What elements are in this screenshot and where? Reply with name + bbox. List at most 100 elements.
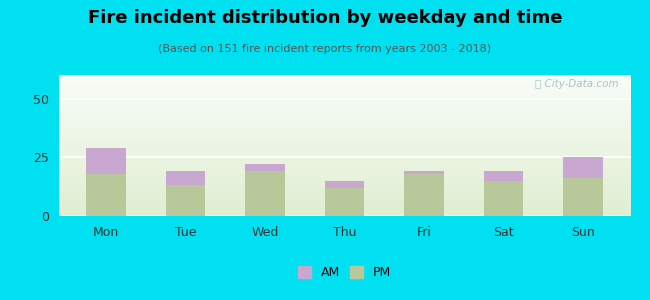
Bar	[58, 83, 630, 85]
Bar	[58, 189, 630, 190]
Bar	[58, 119, 630, 120]
Bar	[58, 178, 630, 179]
Bar	[58, 199, 630, 200]
Bar	[58, 157, 630, 158]
Bar	[58, 81, 630, 82]
Bar	[58, 209, 630, 210]
Bar	[58, 214, 630, 216]
Bar	[58, 85, 630, 86]
Bar	[58, 122, 630, 123]
Bar	[58, 190, 630, 192]
Bar	[58, 99, 630, 100]
Bar	[58, 205, 630, 206]
Bar	[58, 152, 630, 154]
Bar	[58, 182, 630, 184]
Bar	[58, 192, 630, 194]
Bar	[86, 148, 126, 174]
Bar	[58, 151, 630, 152]
Bar	[58, 117, 630, 119]
Bar	[58, 165, 630, 166]
Bar	[166, 171, 205, 185]
Bar	[166, 185, 205, 216]
Bar	[58, 200, 630, 202]
Bar	[58, 123, 630, 124]
Bar	[58, 93, 630, 95]
Bar	[58, 154, 630, 155]
Bar	[58, 98, 630, 99]
Bar	[58, 169, 630, 171]
Bar	[58, 196, 630, 198]
Bar	[58, 95, 630, 96]
Bar	[58, 176, 630, 178]
Bar	[58, 171, 630, 172]
Bar	[58, 158, 630, 160]
Legend: AM, PM: AM, PM	[294, 262, 395, 283]
Bar	[58, 133, 630, 134]
Bar	[58, 198, 630, 199]
Bar	[58, 115, 630, 116]
Bar	[245, 171, 285, 216]
Bar	[58, 100, 630, 102]
Bar	[58, 164, 630, 165]
Bar	[58, 202, 630, 203]
Bar	[58, 129, 630, 130]
Bar	[324, 188, 365, 216]
Bar	[58, 208, 630, 209]
Bar	[86, 174, 126, 216]
Bar	[58, 184, 630, 185]
Bar	[58, 212, 630, 213]
Bar	[58, 161, 630, 162]
Bar	[58, 78, 630, 79]
Bar	[58, 105, 630, 106]
Bar	[58, 162, 630, 164]
Bar	[58, 102, 630, 103]
Bar	[58, 167, 630, 168]
Bar	[58, 116, 630, 117]
Bar	[324, 181, 365, 188]
Bar	[58, 134, 630, 136]
Bar	[58, 138, 630, 140]
Bar	[58, 130, 630, 131]
Bar	[58, 91, 630, 92]
Bar	[58, 88, 630, 89]
Bar	[58, 112, 630, 113]
Bar	[58, 96, 630, 98]
Bar	[58, 185, 630, 186]
Bar	[58, 188, 630, 189]
Bar	[58, 141, 630, 143]
Bar	[58, 160, 630, 161]
Bar	[404, 171, 444, 174]
Bar	[58, 92, 630, 93]
Bar	[58, 127, 630, 129]
Bar	[484, 171, 523, 181]
Bar	[58, 150, 630, 151]
Bar	[58, 89, 630, 91]
Bar	[58, 206, 630, 208]
Bar	[58, 86, 630, 88]
Bar	[58, 195, 630, 196]
Bar	[58, 120, 630, 122]
Bar	[58, 143, 630, 144]
Bar	[58, 131, 630, 133]
Bar	[58, 148, 630, 150]
Bar	[58, 213, 630, 214]
Bar	[58, 174, 630, 175]
Bar	[58, 75, 630, 76]
Bar	[58, 147, 630, 148]
Bar	[404, 174, 444, 216]
Bar	[58, 136, 630, 137]
Bar	[58, 106, 630, 107]
Bar	[58, 79, 630, 81]
Bar	[58, 126, 630, 127]
Bar	[58, 103, 630, 105]
Bar	[58, 82, 630, 83]
Text: ⓘ City-Data.com: ⓘ City-Data.com	[536, 79, 619, 89]
Text: (Based on 151 fire incident reports from years 2003 - 2018): (Based on 151 fire incident reports from…	[159, 44, 491, 53]
Bar	[58, 210, 630, 212]
Bar	[58, 203, 630, 205]
Bar	[58, 137, 630, 138]
Bar	[58, 175, 630, 176]
Bar	[58, 179, 630, 181]
Bar	[58, 76, 630, 78]
Bar	[58, 155, 630, 157]
